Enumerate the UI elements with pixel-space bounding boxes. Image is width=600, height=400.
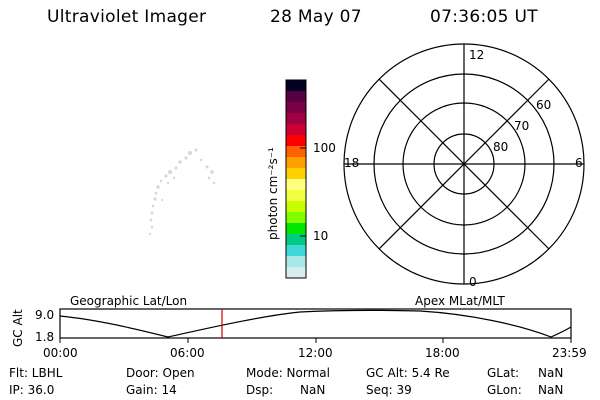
colorbar-cell [286, 223, 306, 235]
colorbar-cell [286, 91, 306, 103]
seq-readout: Seq: 39 [366, 383, 412, 397]
colorbar-cell [286, 190, 306, 202]
altitude-ytick-top: 9.0 [35, 308, 55, 322]
date-label: 28 May 07 [270, 7, 362, 27]
xtick-label-2359: 23:59 [552, 346, 587, 360]
altitude-ytick-bottom: 1.8 [35, 330, 55, 344]
lat-label-60: 60 [536, 98, 552, 112]
glat-label: GLat: [487, 366, 520, 380]
filter-readout: Flt: LBHL [9, 366, 63, 380]
mlt-label-6: 6 [575, 156, 583, 170]
colorbar-cell [286, 168, 306, 180]
colorbar-cell [286, 102, 306, 114]
dsp-label: Dsp: [246, 383, 274, 397]
ip-readout: IP: 36.0 [9, 383, 55, 397]
glon-value: NaN [538, 383, 564, 397]
colorbar-cell [286, 157, 306, 169]
xtick-label-0000: 00:00 [43, 346, 78, 360]
time-label: 07:36:05 UT [430, 7, 538, 27]
glat-value: NaN [538, 366, 564, 380]
altitude-ylabel: GC Alt [11, 309, 25, 347]
polar-diagonal-2 [378, 78, 550, 250]
colorbar-cell [286, 201, 306, 213]
colorbar-cells [286, 80, 306, 279]
colorbar-cell [286, 256, 306, 268]
mlt-label-0: 0 [469, 275, 477, 289]
mlt-label-18: 18 [344, 156, 360, 170]
colorbar-cell [286, 212, 306, 224]
xtick-label-0600: 06:00 [170, 346, 205, 360]
colorbar-frame [285, 79, 307, 279]
altitude-curve [59, 309, 572, 338]
aurora-speckles [148, 148, 216, 236]
colorbar-cell [286, 146, 306, 158]
colorbar-cell [286, 234, 306, 246]
lat-label-80: 80 [493, 140, 509, 154]
apex-mlat-mlt-title: Apex MLat/MLT [415, 294, 505, 308]
instrument-title: Ultraviolet Imager [47, 7, 207, 27]
gain-readout: Gain: 14 [126, 383, 177, 397]
altitude-plot-frame [59, 308, 572, 339]
colorbar-cell [286, 80, 306, 92]
colorbar-cell [286, 267, 306, 279]
colorbar-cell [286, 245, 306, 257]
colorbar-tick-label-10: 10 [313, 229, 329, 243]
door-readout: Door: Open [126, 366, 195, 380]
mode-readout: Mode: Normal [246, 366, 330, 380]
colorbar-cell [286, 135, 306, 147]
colorbar-tick-label-100: 100 [313, 141, 336, 155]
geographic-latlon-title: Geographic Lat/Lon [70, 294, 188, 308]
colorbar-cell [286, 124, 306, 136]
colorbar-cell [286, 179, 306, 191]
glon-label: GLon: [487, 383, 522, 397]
xtick-label-1800: 18:00 [425, 346, 460, 360]
gc-alt-readout: GC Alt: 5.4 Re [366, 366, 450, 380]
colorbar-cell [286, 113, 306, 125]
mlt-label-12: 12 [469, 48, 485, 62]
dsp-value: NaN [300, 383, 326, 397]
xtick-label-1200: 12:00 [298, 346, 333, 360]
lat-label-70: 70 [514, 119, 530, 133]
